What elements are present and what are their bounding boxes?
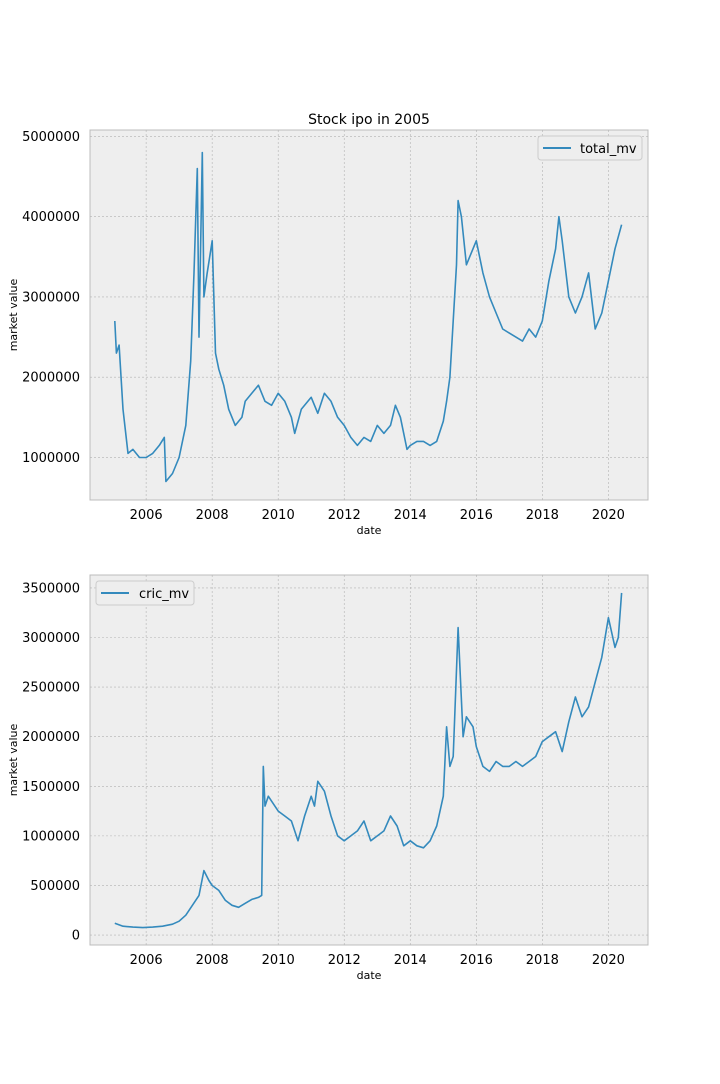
y-tick-label: 2000000 [22,371,80,386]
y-tick-labels: 1000000 2000000 3000000 4000000 5000000 [22,130,80,466]
x-axis-label: date [357,524,382,537]
y-tick-label: 1000000 [22,829,80,844]
x-tick-label: 2014 [394,953,427,968]
legend-label: total_mv [580,142,637,157]
x-tick-label: 2006 [130,508,163,523]
x-tick-label: 2012 [328,508,361,523]
series-layer [114,151,623,483]
legend-label: cric_mv [139,587,189,602]
x-tick-label: 2016 [460,953,493,968]
y-tick-label: 2000000 [22,730,80,745]
y-tick-label: 3000000 [22,290,80,305]
legend: total_mv [537,135,643,161]
x-tick-labels: 2006 2008 2010 2012 2014 2016 2018 2020 [130,953,625,968]
grid [90,130,648,500]
x-tick-label: 2020 [592,508,625,523]
x-tick-label: 2018 [526,953,559,968]
chart-total-mv: 2006 2008 2010 2012 2014 2016 2018 2020 … [7,112,649,537]
chart-cric-mv: 2006 2008 2010 2012 2014 2016 2018 2020 … [7,574,649,982]
y-tick-label: 1500000 [22,780,80,795]
legend-box [537,135,643,161]
y-tick-label: 3000000 [22,631,80,646]
x-tick-label: 2006 [130,953,163,968]
plot-area [89,574,649,946]
chart-title: Stock ipo in 2005 [308,112,430,128]
x-tick-label: 2018 [526,508,559,523]
legend: cric_mv [95,580,195,606]
y-tick-label: 4000000 [22,210,80,225]
x-tick-label: 2010 [262,508,295,523]
y-tick-label: 3500000 [22,581,80,596]
plot-area [89,129,649,501]
y-tick-label: 5000000 [22,130,80,145]
y-tick-label: 0 [72,929,80,944]
x-tick-label: 2008 [196,953,229,968]
y-axis-label: market value [7,723,20,796]
series-layer [114,592,623,929]
x-tick-label: 2008 [196,508,229,523]
y-tick-label: 1000000 [22,451,80,466]
y-tick-label: 500000 [30,879,80,894]
x-axis-label: date [357,969,382,982]
series-line-total_mv [114,151,623,483]
x-tick-label: 2014 [394,508,427,523]
y-axis-label: market value [7,278,20,351]
y-tick-labels: 0 500000 1000000 1500000 2000000 2500000… [22,581,80,943]
x-tick-label: 2010 [262,953,295,968]
x-tick-label: 2020 [592,953,625,968]
x-tick-label: 2016 [460,508,493,523]
x-tick-labels: 2006 2008 2010 2012 2014 2016 2018 2020 [130,508,625,523]
series-line-cric_mv [114,592,623,929]
legend-box [95,580,195,606]
y-tick-label: 2500000 [22,681,80,696]
x-tick-label: 2012 [328,953,361,968]
